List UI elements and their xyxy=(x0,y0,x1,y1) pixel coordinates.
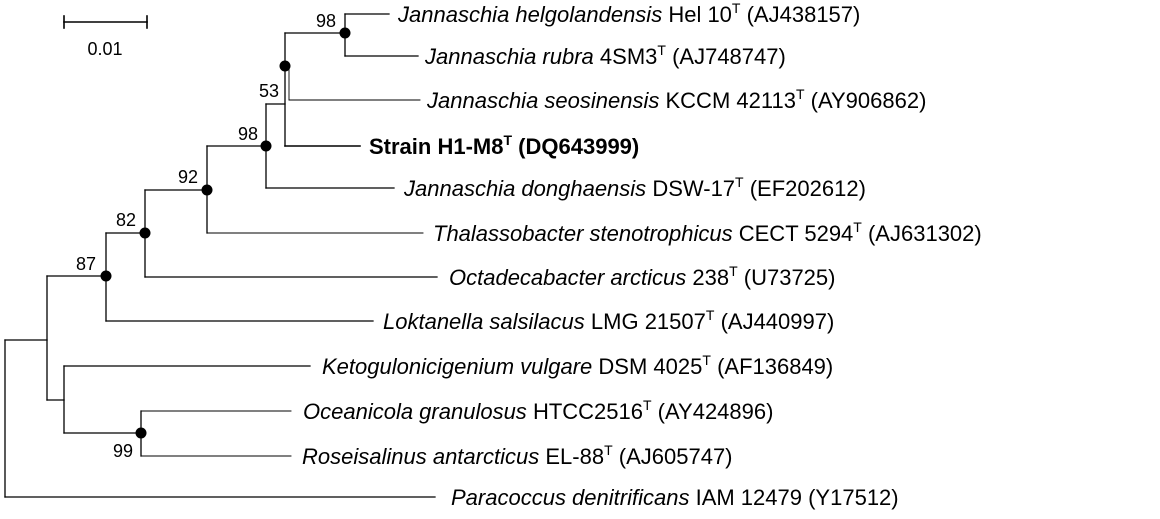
leaf-label: Oceanicola granulosus HTCC2516T (AY42489… xyxy=(303,397,773,424)
node-dot-oceanicola-roseisalinus xyxy=(135,427,147,439)
scale-bar-label: 0.01 xyxy=(87,39,122,59)
leaf-label: Octadecabacter arcticus 238T (U73725) xyxy=(449,263,835,290)
bootstrap-value: 87 xyxy=(76,254,96,274)
node-dot-helgolandensis-rubra xyxy=(339,27,351,39)
bootstrap-values: 98 53 98 92 82 87 99 xyxy=(76,11,336,461)
bootstrap-value: 99 xyxy=(113,441,133,461)
node-markers xyxy=(100,27,351,439)
node-dot-loktanella xyxy=(100,270,112,282)
bootstrap-value: 82 xyxy=(116,210,136,230)
tree-branches xyxy=(4,13,438,498)
node-dot-jannaschia-all xyxy=(260,140,272,152)
leaf-label-outgroup: Paracoccus denitrificans IAM 12479 (Y175… xyxy=(451,485,899,510)
bootstrap-value: 98 xyxy=(238,124,258,144)
bootstrap-value: 53 xyxy=(259,81,279,101)
bootstrap-value: 92 xyxy=(178,167,198,187)
leaf-label: Jannaschia seosinensis KCCM 42113T (AY90… xyxy=(426,86,926,113)
bootstrap-value: 98 xyxy=(316,11,336,31)
scale-bar: 0.01 xyxy=(63,15,148,59)
leaf-label: Jannaschia rubra 4SM3T (AJ748747) xyxy=(424,42,786,69)
leaf-label: Jannaschia helgolandensis Hel 10T (AJ438… xyxy=(397,0,860,27)
node-dot-octadecabacter xyxy=(139,227,151,239)
leaf-label: Ketogulonicigenium vulgare DSM 4025T (AF… xyxy=(322,352,833,379)
leaf-label: Roseisalinus antarcticus EL-88T (AJ60574… xyxy=(302,442,733,469)
leaf-label: Jannaschia donghaensis DSW-17T (EF202612… xyxy=(403,174,866,201)
node-dot-jannaschia-core xyxy=(279,60,291,72)
leaf-label: Thalassobacter stenotrophicus CECT 5294T… xyxy=(433,219,982,246)
leaf-label-focal-strain: Strain H1-M8T (DQ643999) xyxy=(369,132,639,159)
leaf-labels: Jannaschia helgolandensis Hel 10T (AJ438… xyxy=(302,0,982,510)
node-dot-thalassobacter xyxy=(201,184,213,196)
leaf-label: Loktanella salsilacus LMG 21507T (AJ4409… xyxy=(383,307,834,334)
